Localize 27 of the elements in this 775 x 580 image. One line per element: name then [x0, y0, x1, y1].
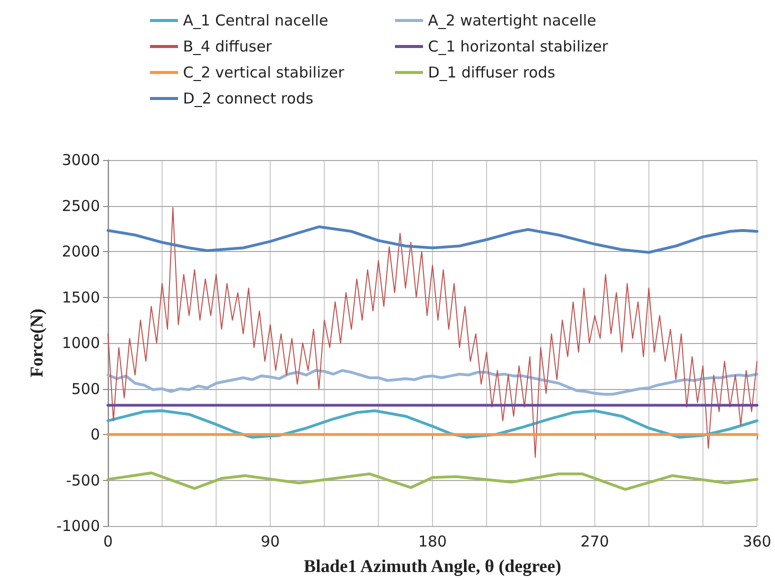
y-tick-label: 3000 — [62, 151, 100, 169]
y-tick-label: -500 — [66, 471, 100, 490]
y-tick-label: 1000 — [62, 334, 100, 352]
y-tick-label: 1500 — [62, 288, 100, 306]
y-axis-title: Force(N) — [26, 308, 47, 378]
legend-label: A_2 watertight nacelle — [428, 12, 596, 30]
legend-label: C_1 horizontal stabilizer — [428, 38, 609, 56]
x-tick-label: 360 — [742, 532, 772, 550]
x-tick-label: 0 — [103, 532, 113, 550]
legend-label: D_1 diffuser rods — [428, 64, 556, 82]
y-tick-label: 2000 — [62, 242, 100, 260]
x-tick-label: 180 — [418, 532, 447, 550]
y-tick-label: 500 — [71, 380, 100, 398]
legend-label: B_4 diffuser — [183, 38, 273, 56]
line-series — [106, 472, 758, 491]
line-series — [106, 225, 758, 254]
legend-label: D_2 connect rods — [183, 90, 314, 108]
line-series — [108, 207, 758, 458]
y-tick-label: 0 — [90, 426, 100, 444]
legend-label: C_2 vertical stabilizer — [183, 64, 345, 82]
x-tick-label: 270 — [580, 532, 610, 550]
y-tick-label: -1000 — [56, 517, 100, 535]
legend-label: A_1 Central nacelle — [183, 12, 328, 30]
line-series — [106, 369, 758, 396]
x-axis-title: Blade1 Azimuth Angle, θ (degree) — [304, 556, 562, 576]
y-tick-label: 2500 — [62, 196, 100, 215]
x-tick-label: 90 — [260, 532, 280, 550]
